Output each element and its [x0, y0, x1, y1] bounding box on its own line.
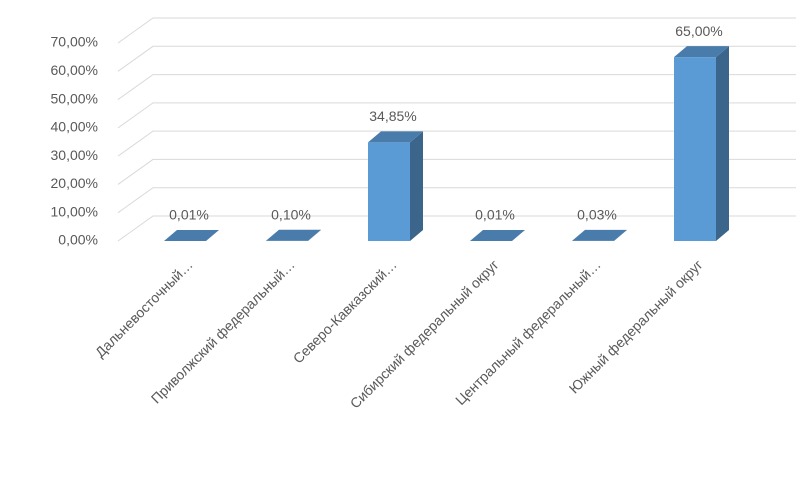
grid-line: [117, 215, 796, 242]
y-tick-label: 50,00%: [51, 90, 98, 106]
bar-top: [266, 229, 321, 241]
y-tick-label: 70,00%: [51, 34, 98, 50]
bar-top: [674, 46, 729, 58]
data-label: 34,85%: [369, 108, 416, 124]
bar-side: [512, 229, 525, 241]
grid-line: [117, 187, 796, 214]
x-tick-label: Северо-Кавказский…: [290, 256, 400, 366]
bar-side: [410, 131, 423, 241]
data-label: 0,03%: [577, 207, 617, 223]
bar: [368, 142, 410, 241]
bar-top: [572, 229, 627, 241]
bar-side: [614, 229, 627, 241]
bar-top: [368, 131, 423, 143]
y-tick-label: 10,00%: [51, 203, 98, 219]
x-tick-label: Дальневосточный…: [92, 256, 196, 360]
grid-line: [117, 17, 796, 44]
data-label: 0,01%: [169, 207, 209, 223]
bar: [674, 57, 716, 242]
grid-line: [117, 158, 796, 185]
y-tick-label: 0,00%: [58, 232, 98, 248]
y-tick-label: 30,00%: [51, 147, 98, 163]
bar-top: [164, 229, 219, 241]
data-label: 65,00%: [675, 23, 722, 39]
y-tick-label: 40,00%: [51, 119, 98, 135]
grid-line: [117, 45, 796, 72]
grid-line: [117, 102, 796, 129]
data-label: 0,10%: [271, 206, 311, 222]
data-label: 0,01%: [475, 207, 515, 223]
grid-line: [117, 130, 796, 157]
bar-side: [206, 229, 219, 241]
y-tick-label: 60,00%: [51, 62, 98, 78]
bar-side: [308, 229, 321, 241]
bar-side: [716, 46, 729, 242]
bar-top: [470, 229, 525, 241]
y-tick-label: 20,00%: [51, 175, 98, 191]
grid-line: [117, 74, 796, 100]
